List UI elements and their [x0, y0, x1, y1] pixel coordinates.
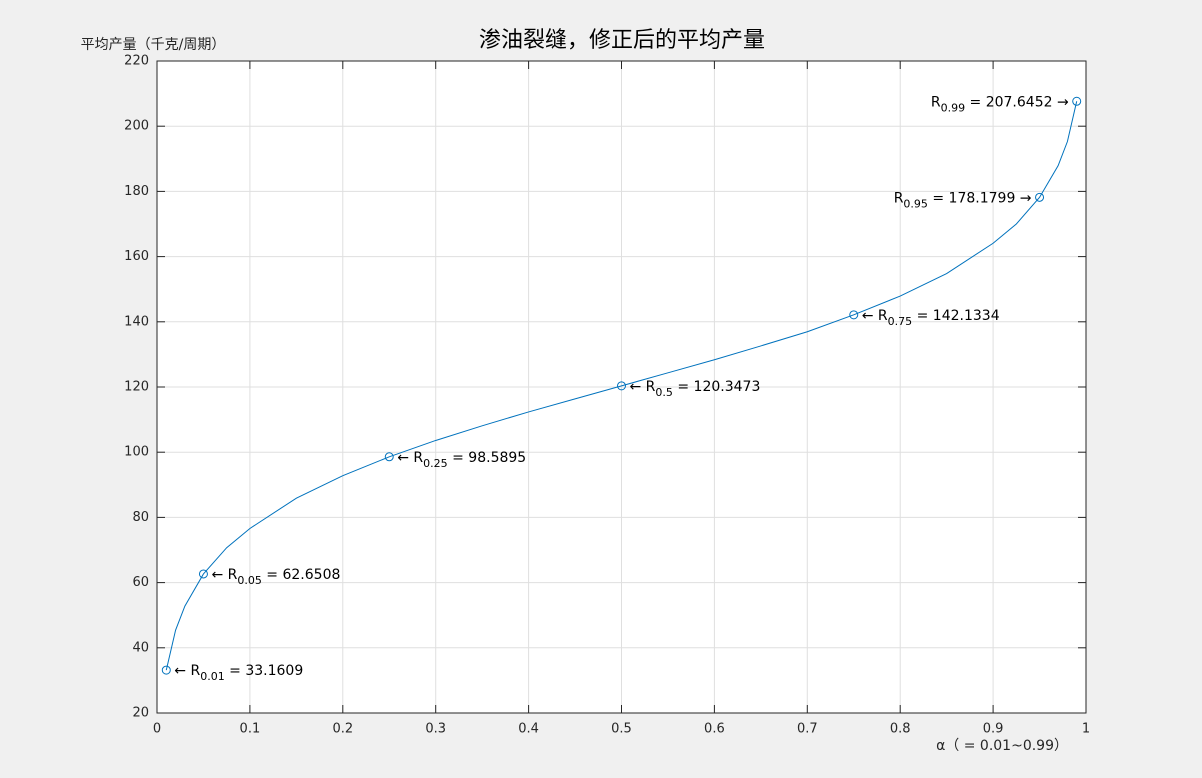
annotation-text: = 207.6452 →	[965, 94, 1069, 110]
annotation-text: ← R	[630, 379, 656, 395]
x-tick-label: 0	[153, 722, 161, 737]
annotation: R0.95 = 178.1799 →	[894, 190, 1032, 210]
annotation-text: = 120.3473	[673, 379, 760, 395]
x-tick-label: 0.5	[611, 722, 632, 737]
annotation-subscript: 0.25	[423, 457, 448, 470]
annotation-subscript: 0.95	[903, 197, 928, 210]
data-line	[165, 101, 1078, 671]
y-tick-label: 20	[132, 706, 149, 721]
y-tick-label: 60	[132, 575, 149, 590]
annotation-text: R	[931, 94, 941, 110]
annotation: ← R0.75 = 142.1334	[862, 308, 1000, 328]
x-tick-label: 1	[1082, 722, 1090, 737]
chart-title: 渗油裂缝，修正后的平均产量	[479, 28, 765, 53]
annotation-subscript: 0.05	[237, 574, 262, 587]
annotation-subscript: 0.5	[655, 386, 673, 399]
y-tick-label: 80	[132, 510, 149, 525]
annotation: ← R0.25 = 98.5895	[397, 450, 526, 470]
y-tick-label: 160	[124, 249, 149, 264]
y-axis-label: 平均产量（千克/周期）	[81, 37, 226, 53]
annotation-text: = 33.1609	[225, 663, 304, 679]
data-marker	[849, 310, 859, 320]
data-marker	[161, 665, 171, 675]
x-tick-label: 0.7	[797, 722, 818, 737]
data-marker	[1035, 192, 1045, 202]
annotation-text: = 62.6508	[262, 567, 341, 583]
y-tick-label: 180	[124, 184, 149, 199]
data-marker	[384, 452, 394, 462]
x-axis-label: α（ = 0.01~0.99）	[936, 738, 1068, 754]
x-tick-label: 0.3	[425, 722, 446, 737]
y-tick-label: 200	[124, 119, 149, 134]
annotation-text: ← R	[862, 308, 888, 324]
x-tick-label: 0.1	[240, 722, 261, 737]
x-tick-label: 0.8	[890, 722, 911, 737]
annotation-subscript: 0.01	[200, 670, 225, 683]
y-tick-label: 100	[124, 445, 149, 460]
y-tick-label: 140	[124, 314, 149, 329]
annotation-subscript: 0.99	[941, 101, 966, 114]
annotation: ← R0.5 = 120.3473	[630, 379, 761, 399]
annotation-text: = 178.1799 →	[928, 190, 1032, 206]
annotation-text: ← R	[211, 567, 237, 583]
x-tick-label: 0.4	[518, 722, 539, 737]
annotation: R0.99 = 207.6452 →	[931, 94, 1069, 114]
y-tick-label: 40	[132, 640, 149, 655]
annotation: ← R0.01 = 33.1609	[174, 663, 303, 683]
annotation-text: = 98.5895	[448, 450, 527, 466]
annotation-subscript: 0.75	[888, 315, 913, 328]
data-marker	[617, 381, 626, 391]
annotation-text: R	[894, 190, 904, 206]
annotation-text: ← R	[397, 450, 423, 466]
data-marker	[1072, 96, 1082, 106]
x-tick-label: 0.9	[983, 722, 1004, 737]
annotation-text: = 142.1334	[912, 308, 1000, 324]
x-tick-label: 0.6	[704, 722, 725, 737]
data-marker	[198, 569, 208, 579]
y-tick-label: 120	[124, 380, 149, 395]
annotation-text: ← R	[174, 663, 200, 679]
annotation: ← R0.05 = 62.6508	[211, 567, 340, 587]
x-tick-label: 0.2	[332, 722, 353, 737]
y-tick-label: 220	[124, 54, 149, 69]
